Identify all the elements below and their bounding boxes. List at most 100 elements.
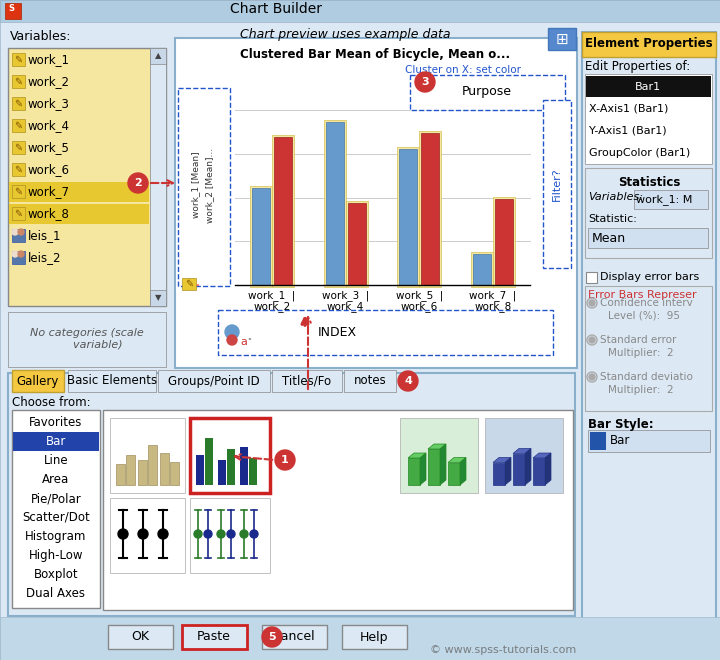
Text: Boxplot: Boxplot xyxy=(34,568,78,581)
Bar xyxy=(272,370,342,392)
Text: Display error bars: Display error bars xyxy=(600,272,699,282)
Bar xyxy=(485,418,563,493)
Text: work_5: work_5 xyxy=(28,141,70,154)
Bar xyxy=(110,418,185,493)
Text: ✎: ✎ xyxy=(14,98,22,108)
Polygon shape xyxy=(513,449,531,453)
Bar xyxy=(218,310,553,355)
Bar xyxy=(227,449,235,485)
Bar xyxy=(533,458,545,485)
Circle shape xyxy=(262,627,282,647)
Bar xyxy=(12,185,25,198)
Text: Mean: Mean xyxy=(592,232,626,244)
Text: Bar1: Bar1 xyxy=(635,81,661,92)
Text: Y-Axis1 (Bar1): Y-Axis1 (Bar1) xyxy=(589,125,667,135)
Bar xyxy=(513,453,525,485)
Bar xyxy=(12,75,25,88)
Bar xyxy=(585,168,712,258)
Text: ✎: ✎ xyxy=(14,164,22,174)
Polygon shape xyxy=(505,457,511,485)
Circle shape xyxy=(217,530,225,538)
Bar xyxy=(150,290,166,306)
Text: a: a xyxy=(240,337,247,347)
Text: ▲: ▲ xyxy=(155,51,161,61)
Circle shape xyxy=(225,325,239,339)
Bar xyxy=(495,199,513,285)
Text: Titles/Fo: Titles/Fo xyxy=(282,374,332,387)
Text: 4: 4 xyxy=(404,376,412,386)
Circle shape xyxy=(194,530,202,538)
Bar xyxy=(582,32,716,57)
Circle shape xyxy=(227,335,237,345)
Bar xyxy=(160,453,169,485)
Bar xyxy=(590,432,606,450)
Text: ✎: ✎ xyxy=(14,121,22,131)
Bar xyxy=(586,272,597,283)
Circle shape xyxy=(128,173,148,193)
Circle shape xyxy=(398,371,418,391)
Text: work_2: work_2 xyxy=(253,301,290,312)
Text: work_6: work_6 xyxy=(28,163,70,176)
Text: work_8: work_8 xyxy=(474,301,512,312)
Bar xyxy=(138,460,147,485)
Bar xyxy=(582,32,716,632)
Text: ✎: ✎ xyxy=(14,55,22,65)
Bar xyxy=(348,203,366,285)
Bar xyxy=(400,418,478,493)
Bar xyxy=(588,430,710,452)
Text: 5: 5 xyxy=(268,632,276,642)
Bar xyxy=(8,373,575,616)
Circle shape xyxy=(227,530,235,538)
Text: Edit Properties of:: Edit Properties of: xyxy=(585,60,690,73)
Text: work_7: work_7 xyxy=(28,185,70,198)
Text: Histogram: Histogram xyxy=(25,530,86,543)
Bar xyxy=(218,460,226,485)
Bar xyxy=(493,197,515,287)
Bar xyxy=(8,312,166,367)
Bar xyxy=(9,182,149,202)
Text: Groups/Point ID: Groups/Point ID xyxy=(168,374,260,387)
Bar xyxy=(548,28,576,50)
Text: Statistic:: Statistic: xyxy=(588,214,637,224)
Circle shape xyxy=(138,529,148,539)
Bar xyxy=(190,418,270,493)
Text: leis_1: leis_1 xyxy=(28,229,61,242)
Polygon shape xyxy=(460,457,466,485)
Text: Multiplier:  2: Multiplier: 2 xyxy=(608,385,674,395)
Circle shape xyxy=(240,530,248,538)
Polygon shape xyxy=(545,453,551,485)
Bar xyxy=(342,625,407,649)
Bar xyxy=(400,149,418,285)
Text: High-Low: High-Low xyxy=(29,549,84,562)
Circle shape xyxy=(589,300,595,306)
Text: Clustered Bar Mean of Bicycle, Mean o...: Clustered Bar Mean of Bicycle, Mean o... xyxy=(240,48,510,61)
Bar xyxy=(408,458,420,485)
Bar xyxy=(586,76,711,97)
Circle shape xyxy=(158,529,168,539)
Bar xyxy=(148,446,157,485)
Bar xyxy=(116,464,125,485)
Bar xyxy=(419,131,441,287)
Text: Area: Area xyxy=(42,473,70,486)
Bar xyxy=(170,462,179,485)
Text: No categories (scale
      variable): No categories (scale variable) xyxy=(30,328,144,350)
Bar xyxy=(190,498,270,573)
Text: Dual Axes: Dual Axes xyxy=(27,587,86,600)
Bar xyxy=(346,201,368,287)
Text: ⊞: ⊞ xyxy=(556,32,568,46)
Bar xyxy=(12,163,25,176)
Bar xyxy=(68,370,156,392)
Bar xyxy=(543,100,571,268)
Bar xyxy=(13,432,99,451)
Text: Standard error: Standard error xyxy=(600,335,676,345)
Text: Standard deviatio: Standard deviatio xyxy=(600,372,693,382)
Bar xyxy=(344,370,396,392)
Circle shape xyxy=(275,450,295,470)
Bar xyxy=(240,447,248,485)
Bar xyxy=(410,75,565,110)
Bar xyxy=(150,48,166,64)
Circle shape xyxy=(204,530,212,538)
Text: Bar: Bar xyxy=(46,435,66,448)
Bar xyxy=(585,74,712,164)
Bar xyxy=(448,463,460,485)
